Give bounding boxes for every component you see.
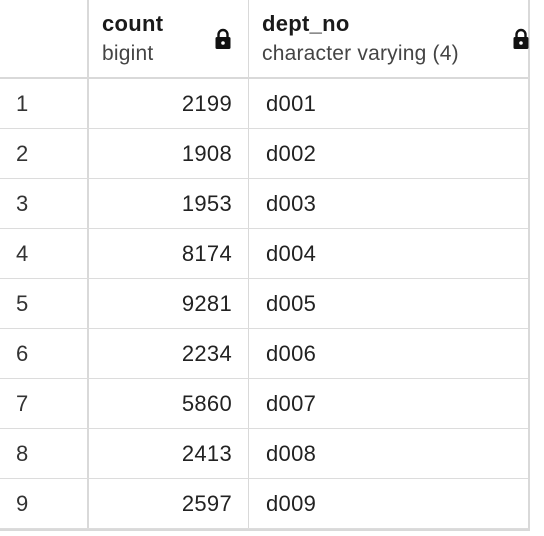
dept-no-cell[interactable]: d003 (266, 190, 317, 216)
count-cell[interactable]: 1953 (89, 179, 249, 228)
row-number[interactable]: 3 (0, 179, 89, 228)
count-cell[interactable]: 2597 (89, 479, 249, 528)
column-type: character varying (4) (262, 42, 459, 65)
column-header-row: count bigint dept_no character varying (… (0, 0, 529, 79)
row-number-header (0, 0, 89, 77)
dept-no-cell[interactable]: d001 (266, 90, 317, 116)
dept-no-cell[interactable]: d005 (266, 290, 317, 316)
count-cell[interactable]: 5860 (89, 379, 249, 428)
dept-no-cell[interactable]: d004 (266, 240, 317, 266)
column-header-count[interactable]: count bigint (89, 0, 249, 77)
dept-no-cell[interactable]: d007 (266, 390, 317, 416)
column-type: bigint (102, 42, 154, 65)
dept-no-cell[interactable]: d008 (266, 440, 317, 466)
dept-no-cell[interactable]: d009 (266, 490, 317, 516)
row-number[interactable]: 6 (0, 329, 89, 378)
table-row[interactable]: 3 1953 d003 (0, 179, 528, 229)
row-number[interactable]: 9 (0, 479, 89, 528)
row-number[interactable]: 7 (0, 379, 89, 428)
column-header-dept-no[interactable]: dept_no character varying (4) (249, 0, 529, 77)
row-number[interactable]: 8 (0, 429, 89, 478)
dept-no-cell[interactable]: d002 (266, 140, 317, 166)
lock-icon (215, 28, 231, 49)
lock-icon (513, 28, 529, 49)
table-row[interactable]: 9 2597 d009 (0, 479, 528, 529)
column-name: count (102, 11, 164, 36)
dept-no-cell[interactable]: d006 (266, 340, 317, 366)
table-row[interactable]: 8 2413 d008 (0, 429, 528, 479)
row-number[interactable]: 4 (0, 229, 89, 278)
count-cell[interactable]: 1908 (89, 129, 249, 178)
result-grid: count bigint dept_no character varying (… (0, 0, 530, 531)
table-row[interactable]: 4 8174 d004 (0, 229, 528, 279)
table-row[interactable]: 2 1908 d002 (0, 129, 528, 179)
table-row[interactable]: 1 2199 d001 (0, 79, 528, 129)
count-cell[interactable]: 2234 (89, 329, 249, 378)
count-cell[interactable]: 2199 (89, 79, 249, 128)
row-number[interactable]: 2 (0, 129, 89, 178)
count-cell[interactable]: 9281 (89, 279, 249, 328)
table-row[interactable]: 5 9281 d005 (0, 279, 528, 329)
count-cell[interactable]: 8174 (89, 229, 249, 278)
count-cell[interactable]: 2413 (89, 429, 249, 478)
row-number[interactable]: 1 (0, 79, 89, 128)
column-name: dept_no (262, 11, 350, 36)
table-row[interactable]: 7 5860 d007 (0, 379, 528, 429)
row-number[interactable]: 5 (0, 279, 89, 328)
table-row[interactable]: 6 2234 d006 (0, 329, 528, 379)
